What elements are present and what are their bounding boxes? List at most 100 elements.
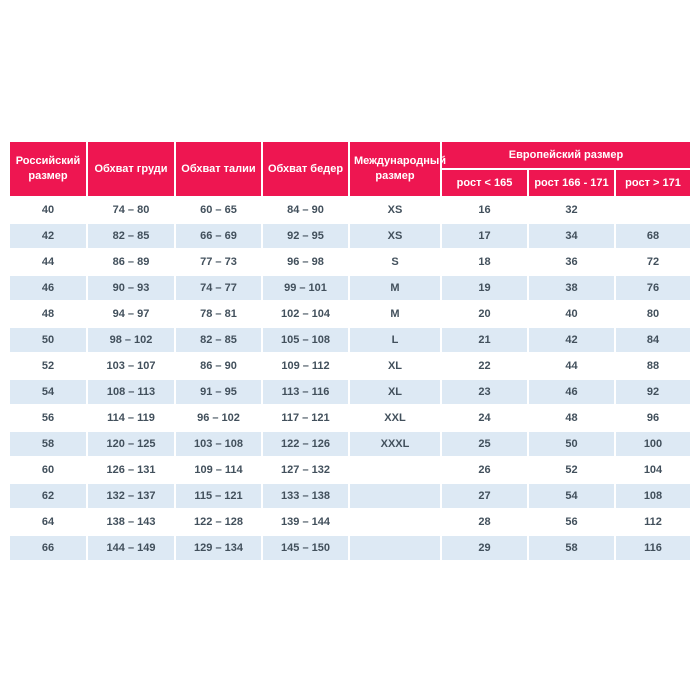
table-row: 52 103 – 107 86 – 90 109 – 112 XL 22 44 88 [10,354,690,378]
table-cell: 74 – 80 [112,204,150,216]
table-cell: 108 [616,484,690,508]
table-cell [616,198,690,222]
table-row: 60 126 – 131 109 – 114 127 – 132 26 52 104 [10,458,690,482]
table-cell: 139 – 144 [281,516,330,528]
table-cell: 44 [41,256,55,268]
table-cell: 29 [442,536,527,560]
table-cell: 109 – 114 [194,464,243,476]
table-cell: 88 [646,360,660,372]
table-cell: 112 [644,516,662,528]
header-waist: Обхват талии [176,142,261,196]
table-cell: 23 [442,380,527,404]
table-cell: XS [350,224,440,248]
table-row: 40 74 – 80 60 – 65 84 – 90 XS 16 32 [10,198,690,222]
table-cell: 94 – 97 [112,308,150,320]
header-row-sub: рост < 165 рост 166 - 171 рост > 171 [10,170,690,196]
header-russian-size: Российский размер [10,142,86,196]
table-cell: 120 – 125 [88,432,174,456]
table-cell: 84 [616,328,690,352]
table-cell: 40 [565,308,578,320]
table-cell: 74 – 77 [176,276,261,300]
size-chart-table: Российский размер Обхват груди Обхват та… [8,140,692,562]
table-cell: 68 [616,224,690,248]
table-cell: 86 – 89 [112,256,150,268]
table-row: 54 108 – 113 91 – 95 113 – 116 XL 23 46 92 [10,380,690,404]
table-cell: 26 [478,464,491,476]
table-cell [350,484,440,508]
table-cell: L [350,328,440,352]
table-cell: 32 [565,204,578,216]
table-cell [350,536,440,560]
table-cell: 56 [565,516,578,528]
table-cell: 48 [41,308,55,320]
table-cell: 27 [442,484,527,508]
table-cell: 54 [10,380,86,404]
table-cell: XS [387,204,403,216]
table-cell: 144 – 149 [88,536,174,560]
table-cell: 103 – 107 [106,360,156,372]
header-height-over-171: рост > 171 [616,170,690,196]
table-cell: 91 – 95 [176,380,261,404]
table-cell: 17 [442,224,527,248]
table-cell: 42 [529,328,614,352]
table-row: 50 98 – 102 82 – 85 105 – 108 L 21 42 84 [10,328,690,352]
table-row: 62 132 – 137 115 – 121 133 – 138 27 54 108 [10,484,690,508]
table-row: 44 86 – 89 77 – 73 96 – 98 S 18 36 72 [10,250,690,274]
table-cell [350,510,440,534]
table-cell: 25 [442,432,527,456]
table-cell: 40 [41,204,55,216]
table-cell: 48 [565,412,578,424]
table-cell: 92 – 95 [263,224,348,248]
size-chart-page: Российский размер Обхват груди Обхват та… [8,140,692,562]
table-body: 40 74 – 80 60 – 65 84 – 90 XS 16 32 42 82 – 85 66… [10,198,690,560]
table-cell: 66 – 69 [176,224,261,248]
table-cell: 46 [529,380,614,404]
table-cell: 113 – 116 [263,380,348,404]
table-cell: 18 [478,256,491,268]
table-cell: 62 [10,484,86,508]
table-cell: 16 [478,204,491,216]
table-cell: XL [350,380,440,404]
table-cell: 117 – 121 [281,412,330,424]
table-cell: S [391,256,399,268]
table-cell: 96 [646,412,660,424]
table-cell: 122 – 126 [263,432,348,456]
table-cell: 104 [643,464,663,476]
table-cell: 50 [529,432,614,456]
header-row-top: Российский размер Обхват груди Обхват та… [10,142,690,196]
table-cell: 116 [616,536,690,560]
table-cell: 99 – 101 [263,276,348,300]
table-cell: 38 [529,276,614,300]
table-cell: 122 – 128 [194,516,243,528]
table-cell: 98 – 102 [88,328,174,352]
table-cell: 102 – 104 [281,308,330,320]
table-cell: 60 – 65 [200,204,237,216]
table-cell: 86 – 90 [200,360,237,372]
table-cell: 82 – 85 [88,224,174,248]
table-cell: 132 – 137 [88,484,174,508]
table-cell: 127 – 132 [281,464,330,476]
table-cell: M [390,308,400,320]
table-cell: 52 [565,464,578,476]
table-cell: 77 – 73 [200,256,237,268]
table-cell: 133 – 138 [263,484,348,508]
table-cell: 19 [442,276,527,300]
table-cell: 138 – 143 [106,516,156,528]
table-cell: 109 – 112 [281,360,330,372]
table-cell: 115 – 121 [176,484,261,508]
header-chest: Обхват груди [88,142,174,196]
table-cell: 54 [529,484,614,508]
table-cell: 58 [10,432,86,456]
table-cell [350,458,440,482]
table-row: 56 114 – 119 96 – 102 117 – 121 XXL 24 48 96 [10,406,690,430]
table-cell: 96 – 98 [287,256,324,268]
table-cell: 76 [616,276,690,300]
table-cell: 129 – 134 [176,536,261,560]
table-cell: 103 – 108 [176,432,261,456]
table-cell: XXXL [350,432,440,456]
table-row: 64 138 – 143 122 – 128 139 – 144 28 56 112 [10,510,690,534]
header-height-under-165: рост < 165 [442,170,527,196]
table-cell: 66 [10,536,86,560]
table-row: 58 120 – 125 103 – 108 122 – 126 XXXL 25 50 100 [10,432,690,456]
header-international-size: Международный размер [350,142,446,196]
